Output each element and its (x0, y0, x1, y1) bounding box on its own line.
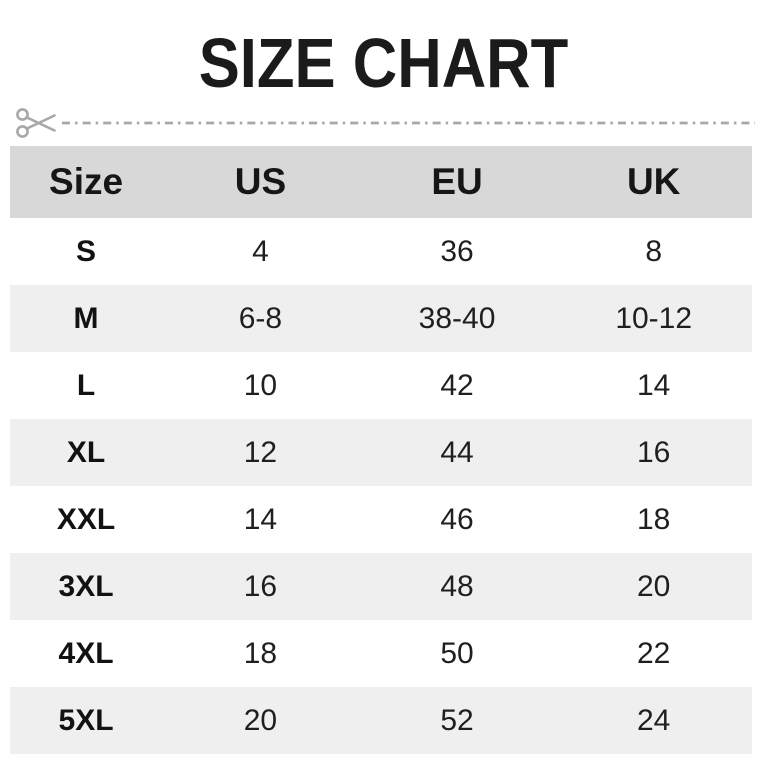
scissors-icon (16, 108, 56, 138)
size-value-cell: 18 (243, 636, 278, 670)
column-header-us: US (234, 161, 287, 202)
size-value-cell: 14 (243, 502, 278, 536)
size-value-cell: 8 (645, 234, 663, 268)
table-header-row: Size US EU UK (10, 146, 752, 218)
column-header-eu: EU (431, 161, 483, 202)
size-value-cell: 50 (440, 636, 474, 670)
size-value-cell: 18 (636, 502, 671, 536)
cut-line (14, 106, 755, 140)
size-value-cell: 22 (636, 636, 671, 670)
size-value-cell: 6-8 (238, 301, 283, 335)
size-value-cell: 38-40 (418, 301, 496, 335)
size-label-cell: M (73, 301, 99, 335)
table-row: 4XL 18 50 22 (10, 620, 752, 687)
table-row: XXL 14 46 18 (10, 486, 752, 553)
table-row: M 6-8 38-40 10-12 (10, 285, 752, 352)
cut-dashed-line (62, 121, 755, 125)
size-value-cell: 14 (636, 368, 671, 402)
size-label-cell: L (76, 368, 96, 402)
size-value-cell: 10 (243, 368, 278, 402)
table-row: 5XL 20 52 24 (10, 687, 752, 754)
size-label-cell: XL (66, 435, 106, 469)
size-value-cell: 10-12 (615, 301, 693, 335)
table-row: 3XL 16 48 20 (10, 553, 752, 620)
size-label-cell: 4XL (58, 636, 114, 670)
size-value-cell: 46 (440, 502, 474, 536)
size-label-cell: XXL (56, 502, 116, 536)
size-value-cell: 20 (243, 703, 278, 737)
size-value-cell: 4 (252, 234, 269, 268)
size-value-cell: 48 (440, 569, 474, 603)
size-table-body: S 4 36 8 M 6-8 38-40 10-12 L 10 42 14 XL 12 44 16 XXL 14 4… (10, 218, 752, 754)
page-title: SIZE CHART (198, 24, 569, 102)
size-value-cell: 20 (636, 569, 671, 603)
size-label-cell: S (76, 234, 97, 268)
size-label-cell: 5XL (58, 703, 114, 737)
size-value-cell: 44 (440, 435, 474, 469)
size-value-cell: 42 (440, 368, 474, 402)
size-value-cell: 24 (636, 703, 671, 737)
size-value-cell: 12 (243, 435, 278, 469)
table-row: L 10 42 14 (10, 352, 752, 419)
table-row: S 4 36 8 (10, 218, 752, 285)
size-value-cell: 16 (243, 569, 278, 603)
size-value-cell: 36 (440, 234, 474, 268)
size-label-cell: 3XL (58, 569, 114, 603)
column-header-size: Size (49, 161, 124, 202)
size-value-cell: 16 (636, 435, 671, 469)
column-header-uk: UK (626, 161, 681, 202)
table-row: XL 12 44 16 (10, 419, 752, 486)
size-value-cell: 52 (440, 703, 474, 737)
size-table: Size US EU UK S 4 36 8 M 6-8 38-40 10-12 L 10 42 14… (10, 146, 752, 754)
